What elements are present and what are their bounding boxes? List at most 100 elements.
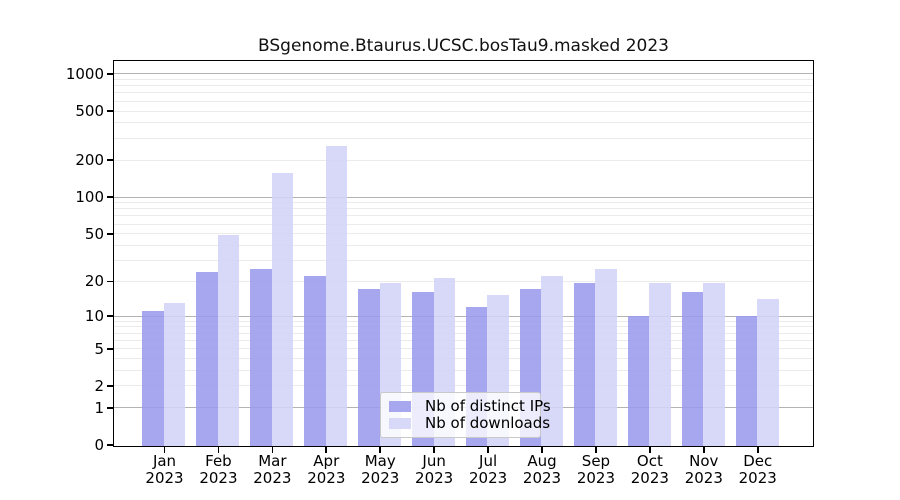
x-tick-mark-sep: [595, 447, 597, 453]
y-tick-mark-10: [107, 315, 114, 317]
y-axis-tick-label-500: 500: [75, 102, 104, 121]
y-tick-mark-100: [107, 196, 114, 198]
gridline-minor: [114, 202, 813, 204]
y-axis-tick-label-200: 200: [75, 151, 104, 170]
x-tick-month-text: Aug: [527, 452, 557, 470]
y-tick-mark-500: [107, 110, 114, 112]
y-axis-tick-label-50: 50: [84, 224, 104, 243]
gridline-minor: [114, 320, 813, 322]
bar-nb-of-distinct-ips-feb: [196, 271, 218, 446]
x-tick-mark-feb: [217, 447, 220, 453]
y-axis-tick-label-0: 0: [94, 436, 104, 454]
gridline-minor: [114, 223, 813, 225]
gridline-minor: [114, 339, 813, 341]
y-tick-mark-20: [107, 280, 114, 283]
gridline-minor: [114, 332, 813, 334]
gridline-minor: [114, 357, 813, 359]
gridline-minor: [114, 326, 813, 328]
x-tick-mark-oct: [649, 447, 651, 453]
x-tick-month-text: Dec: [743, 452, 773, 470]
gridline-major: [114, 73, 813, 75]
x-tick-month-text: Jul: [479, 452, 498, 470]
x-axis-tick-label-feb: Feb 2023: [186, 453, 250, 486]
x-tick-month-text: Sep: [581, 452, 611, 470]
gridline-minor: [114, 137, 813, 139]
bar-nb-of-downloads-sep: [595, 269, 617, 446]
x-tick-year-text: 2023: [361, 468, 400, 487]
bar-nb-of-downloads-aug: [541, 275, 563, 446]
y-tick-mark-0: [107, 444, 114, 446]
bar-nb-of-downloads-dec: [757, 298, 779, 446]
y-tick-mark-2: [107, 385, 114, 387]
legend-label-distinct-ips: Nb of distinct IPs: [425, 397, 551, 415]
x-tick-mark-nov: [703, 447, 705, 453]
x-tick-year-text: 2023: [468, 468, 508, 487]
bar-nb-of-downloads-jan: [163, 302, 186, 446]
gridline-minor: [114, 259, 813, 261]
x-tick-year-text: 2023: [576, 468, 616, 487]
x-axis-tick-label-aug: Aug 2023: [510, 453, 574, 486]
gridline-minor: [114, 110, 813, 112]
x-tick-year-text: 2023: [684, 468, 723, 487]
gridline-minor: [114, 385, 813, 387]
x-axis-tick-label-oct: Oct 2023: [618, 453, 682, 486]
bar-nb-of-downloads-mar: [271, 173, 294, 446]
bar-nb-of-distinct-ips-may: [358, 289, 380, 446]
bar-nb-of-distinct-ips-jan: [142, 310, 164, 446]
x-tick-year-text: 2023: [415, 468, 454, 487]
legend-item-distinct-ips: Nb of distinct IPs: [389, 398, 551, 415]
x-tick-year-text: 2023: [630, 468, 669, 487]
x-tick-month-text: Oct: [636, 452, 663, 470]
x-tick-mark-apr: [325, 447, 328, 453]
x-tick-mark-may: [379, 447, 381, 453]
gridline-minor: [114, 78, 813, 80]
bar-nb-of-distinct-ips-dec: [735, 315, 758, 446]
x-tick-year-text: 2023: [253, 468, 292, 487]
bar-nb-of-downloads-nov: [703, 283, 725, 446]
y-tick-mark-200: [107, 159, 114, 161]
bar-nb-of-distinct-ips-nov: [681, 292, 704, 446]
gridline-major: [114, 196, 813, 198]
x-tick-year-text: 2023: [522, 468, 562, 487]
bar-nb-of-distinct-ips-apr: [304, 275, 326, 446]
gridline-minor: [114, 122, 813, 124]
x-tick-month-text: Nov: [689, 452, 719, 470]
gridline-minor: [114, 215, 813, 217]
x-tick-mark-jun: [433, 447, 435, 453]
gridline-minor: [114, 348, 813, 350]
x-axis-tick-label-jan: Jan 2023: [133, 453, 197, 486]
y-tick-mark-5: [107, 347, 114, 350]
x-tick-month-text: Feb: [205, 452, 232, 470]
legend-swatch-downloads: [389, 418, 411, 429]
x-tick-year-text: 2023: [199, 468, 238, 487]
gridline-minor: [114, 369, 813, 371]
x-axis-tick-label-dec: Dec 2023: [726, 453, 790, 486]
y-tick-mark-1000: [107, 73, 114, 75]
legend-label-downloads: Nb of downloads: [425, 414, 551, 432]
x-axis-tick-label-apr: Apr 2023: [294, 453, 358, 486]
bar-nb-of-distinct-ips-mar: [250, 269, 272, 446]
x-axis-tick-label-jun: Jun 2023: [402, 453, 466, 486]
x-axis-tick-label-nov: Nov 2023: [672, 453, 736, 486]
y-axis-tick-label-10: 10: [84, 307, 104, 326]
y-axis-tick-label-1000: 1000: [65, 64, 104, 83]
x-axis-tick-label-may: May 2023: [348, 453, 412, 486]
y-axis-tick-label-5: 5: [94, 339, 104, 358]
gridline-minor: [114, 159, 813, 161]
gridline-minor: [114, 280, 813, 282]
x-axis-tick-label-sep: Sep 2023: [564, 453, 628, 486]
x-tick-year-text: 2023: [738, 468, 777, 487]
x-tick-month-text: Jan: [152, 452, 177, 470]
x-tick-mark-mar: [271, 447, 274, 453]
y-tick-mark-1: [107, 406, 114, 409]
bar-nb-of-downloads-oct: [649, 283, 671, 446]
chart-title: BSgenome.Btaurus.UCSC.bosTau9.masked 202…: [258, 36, 669, 56]
bar-nb-of-distinct-ips-sep: [573, 283, 596, 446]
gridline-major: [114, 315, 813, 317]
x-tick-month-text: May: [364, 452, 396, 470]
plot-area: [113, 60, 814, 447]
x-tick-year-text: 2023: [145, 468, 184, 487]
y-axis-tick-label-2: 2: [94, 376, 104, 395]
gridline-minor: [114, 244, 813, 246]
